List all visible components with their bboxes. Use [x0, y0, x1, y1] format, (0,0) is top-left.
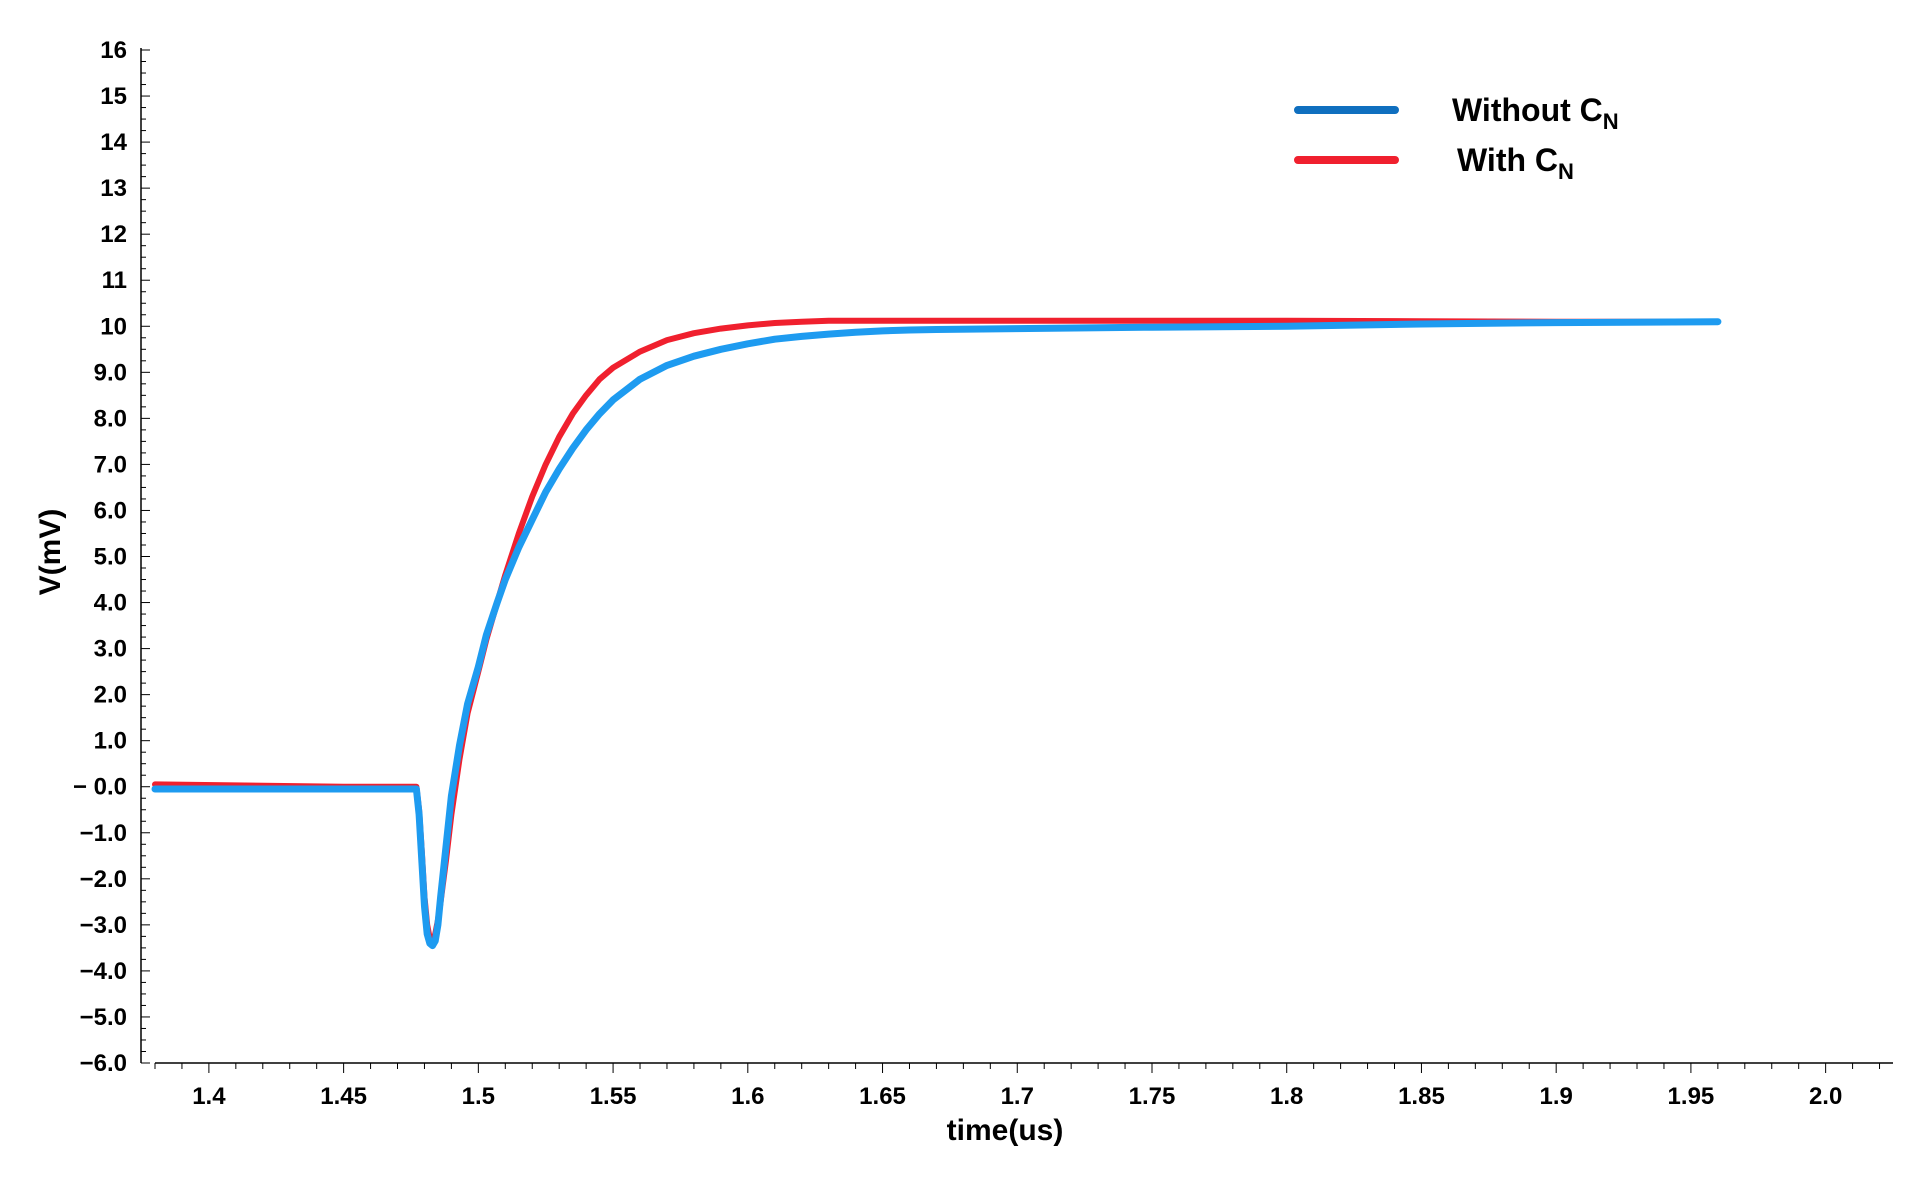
legend-without-cn-subscript: N	[1603, 109, 1619, 134]
y-tick-label: 1.0	[94, 728, 127, 755]
y-tick-label: 3.0	[94, 636, 127, 663]
y-axis-title: V(mV)	[34, 509, 67, 596]
x-tick-label: 1.65	[859, 1083, 906, 1110]
y-tick-label: 16	[100, 37, 127, 64]
x-tick-label: 1.9	[1539, 1083, 1572, 1110]
series-line-with-cn	[152, 317, 1721, 944]
y-tick-label: −4.0	[80, 958, 127, 985]
y-tick-label: 7.0	[94, 451, 127, 478]
y-tick-label: 2.0	[94, 682, 127, 709]
x-tick-label: 2.0	[1809, 1083, 1842, 1110]
x-tick-label: 1.4	[192, 1083, 226, 1110]
y-tick-label: 10	[100, 313, 127, 340]
y-tick-label: 6.0	[94, 497, 127, 524]
y-tick-label: 15	[100, 83, 127, 110]
y-tick-label: 12	[100, 221, 127, 248]
legend-without-cn-label: Without CN	[1452, 92, 1619, 134]
x-tick-label: 1.5	[462, 1083, 495, 1110]
legend: Without CN With CN	[1294, 92, 1619, 184]
y-tick-label: 9.0	[94, 359, 127, 386]
x-tick-label: 1.6	[731, 1083, 764, 1110]
x-tick-label: 1.8	[1270, 1083, 1303, 1110]
legend-with-cn-label: With CN	[1457, 142, 1574, 184]
y-tick-label: − 0.0	[73, 774, 127, 801]
series-layer	[151, 317, 1722, 950]
y-tick-label: −5.0	[80, 1004, 127, 1031]
x-tick-label: 1.85	[1398, 1083, 1445, 1110]
y-tick-label: 11	[102, 267, 127, 294]
x-tick-label: 1.55	[590, 1083, 637, 1110]
series-line-without-cn	[151, 318, 1722, 950]
y-tick-label: −6.0	[80, 1050, 127, 1077]
x-tick-label: 1.95	[1668, 1083, 1715, 1110]
y-tick-label: 4.0	[94, 590, 127, 617]
axes	[140, 48, 1893, 1064]
y-tick-label: 14	[100, 129, 127, 156]
y-tick-label: −3.0	[80, 912, 127, 939]
y-tick-label: −2.0	[80, 866, 127, 893]
y-tick-label: −1.0	[80, 820, 127, 847]
ticks: 16 15 14 13 12 11 10 9.0 8.0 7.0 6.0 5.0 4.0 3.0 2.0 1.…	[73, 37, 1881, 1110]
legend-with-cn-subscript: N	[1558, 159, 1574, 184]
y-tick-label: 13	[100, 175, 127, 202]
x-axis-title: time(us)	[947, 1114, 1064, 1147]
y-tick-label: 5.0	[94, 544, 127, 571]
y-tick-label: 8.0	[94, 405, 127, 432]
x-tick-label: 1.75	[1129, 1083, 1176, 1110]
x-tick-label: 1.45	[320, 1083, 367, 1110]
x-tick-label: 1.7	[1001, 1083, 1034, 1110]
